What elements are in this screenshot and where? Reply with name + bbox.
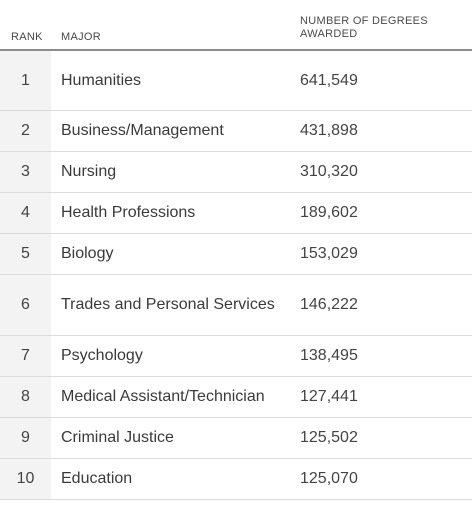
table-row: 5 Biology 153,029 [0,234,472,275]
degrees-cell: 127,441 [300,388,358,405]
table-row: 6 Trades and Personal Services 146,222 [0,275,472,336]
major-cell: Education [61,470,133,487]
degrees-cell: 125,070 [300,470,358,487]
header-rank: RANK [11,31,43,43]
header-degrees: NUMBER OF DEGREES AWARDED [300,15,428,40]
degrees-cell: 641,549 [300,71,358,89]
degrees-cell: 125,502 [300,429,358,446]
degrees-cell: 310,320 [300,163,358,180]
major-cell: Psychology [61,347,143,364]
major-cell: Humanities [61,71,142,89]
table-row: 4 Health Professions 189,602 [0,193,472,234]
rank-cell: 5 [0,234,51,274]
header-major: MAJOR [61,31,101,43]
rank-cell: 7 [0,336,51,376]
rank-cell: 10 [0,459,51,499]
degrees-cell: 138,495 [300,347,358,364]
major-cell: Criminal Justice [61,429,174,446]
major-cell: Nursing [61,163,117,180]
table-row: 2 Business/Management 431,898 [0,111,472,152]
rank-cell: 8 [0,377,51,417]
table-row: 1 Humanities 641,549 [0,51,472,111]
table-row: 7 Psychology 138,495 [0,336,472,377]
degrees-cell: 431,898 [300,122,358,139]
rank-cell: 1 [0,51,51,110]
major-cell: Medical Assistant/Technician [61,388,265,405]
degrees-cell: 146,222 [300,296,358,313]
table-row: 8 Medical Assistant/Technician 127,441 [0,377,472,418]
table-row: 9 Criminal Justice 125,502 [0,418,472,459]
rank-cell: 2 [0,111,51,151]
major-cell: Trades and Personal Services [61,296,275,313]
degrees-cell: 189,602 [300,204,358,221]
rank-cell: 3 [0,152,51,192]
rank-cell: 4 [0,193,51,233]
table-header: RANK MAJOR NUMBER OF DEGREES AWARDED [0,0,472,51]
table-row: 10 Education 125,070 [0,459,472,500]
major-cell: Biology [61,245,114,262]
table-row: 3 Nursing 310,320 [0,152,472,193]
major-cell: Health Professions [61,204,196,221]
rank-cell: 9 [0,418,51,458]
rank-cell: 6 [0,275,51,335]
degrees-cell: 153,029 [300,245,358,262]
major-cell: Business/Management [61,122,224,139]
table-body: 1 Humanities 641,549 2 Business/Management 43… [0,51,472,500]
